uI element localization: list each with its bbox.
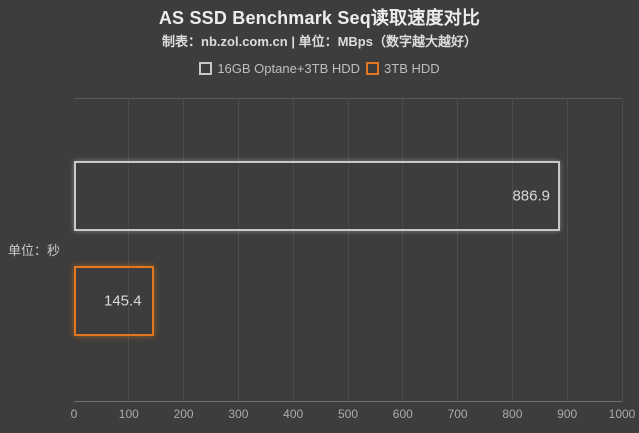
legend: 16GB Optane+3TB HDD 3TB HDD xyxy=(0,61,639,76)
x-tick-label: 1000 xyxy=(608,407,636,421)
legend-item-hdd: 3TB HDD xyxy=(366,61,440,76)
x-tick-label: 0 xyxy=(70,407,78,421)
x-tick-label: 800 xyxy=(502,407,523,421)
x-tick-label: 900 xyxy=(557,407,578,421)
x-tick-label: 300 xyxy=(228,407,249,421)
x-tick-label: 500 xyxy=(337,407,359,421)
gridline xyxy=(457,99,459,401)
bar-hdd: 145.4 xyxy=(74,266,154,336)
y-axis-unit-label: 单位：秒 xyxy=(8,243,61,258)
gridline xyxy=(347,99,349,401)
chart-title: AS SSD Benchmark Seq读取速度对比 xyxy=(158,8,481,28)
bar-optane-hdd: 886.9 xyxy=(74,161,561,231)
legend-item-optane: 16GB Optane+3TB HDD xyxy=(199,61,360,76)
bar-value-label: 145.4 xyxy=(104,292,142,310)
x-tick-label: 200 xyxy=(173,407,194,421)
gridline xyxy=(237,99,239,401)
x-tick-label: 100 xyxy=(118,407,139,421)
legend-label-optane: 16GB Optane+3TB HDD xyxy=(217,61,361,76)
legend-swatch-optane-icon xyxy=(199,62,213,75)
chart-subtitle: 制表：nb.zol.com.cn | 单位：MBps（数字越大越好） xyxy=(162,34,477,49)
legend-label-hdd: 3TB HDD xyxy=(384,61,440,76)
gridline xyxy=(402,99,404,401)
gridline xyxy=(183,99,185,401)
plot-area: 0 100 200 300 400 500 600 700 800 900 1000 886.9 145… xyxy=(71,98,635,421)
bar-value-label: 886.9 xyxy=(512,187,551,205)
x-tick-label: 600 xyxy=(392,407,413,421)
x-tick-label: 400 xyxy=(283,407,304,421)
gridline xyxy=(566,99,568,401)
legend-swatch-hdd-icon xyxy=(366,62,380,75)
gridline xyxy=(621,99,623,401)
gridline xyxy=(511,99,513,401)
x-tick-label: 700 xyxy=(447,407,468,421)
gridline xyxy=(292,99,294,401)
gridline xyxy=(128,99,130,401)
